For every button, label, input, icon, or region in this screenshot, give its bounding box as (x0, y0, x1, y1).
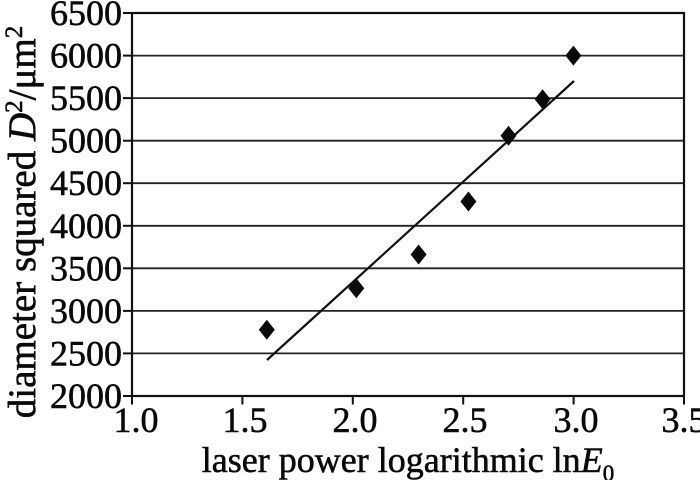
svg-text:6000: 6000 (50, 36, 122, 76)
svg-text:1.0: 1.0 (114, 400, 159, 440)
svg-text:5500: 5500 (50, 78, 122, 118)
svg-text:2000: 2000 (50, 376, 122, 416)
svg-text:2.0: 2.0 (333, 400, 378, 440)
svg-text:6500: 6500 (50, 0, 122, 33)
svg-text:2.5: 2.5 (443, 400, 488, 440)
svg-text:3.0: 3.0 (554, 400, 599, 440)
svg-text:laser power logarithmic lnE0: laser power logarithmic lnE0 (202, 440, 614, 480)
svg-text:3500: 3500 (50, 248, 122, 288)
svg-text:3000: 3000 (50, 291, 122, 331)
svg-text:4500: 4500 (50, 163, 122, 203)
svg-text:5000: 5000 (50, 121, 122, 161)
svg-text:diameter squared D2/μm2: diameter squared D2/μm2 (1, 26, 44, 418)
svg-text:3.5: 3.5 (662, 400, 700, 440)
svg-text:4000: 4000 (50, 206, 122, 246)
svg-text:1.5: 1.5 (223, 400, 268, 440)
svg-text:2500: 2500 (50, 333, 122, 373)
